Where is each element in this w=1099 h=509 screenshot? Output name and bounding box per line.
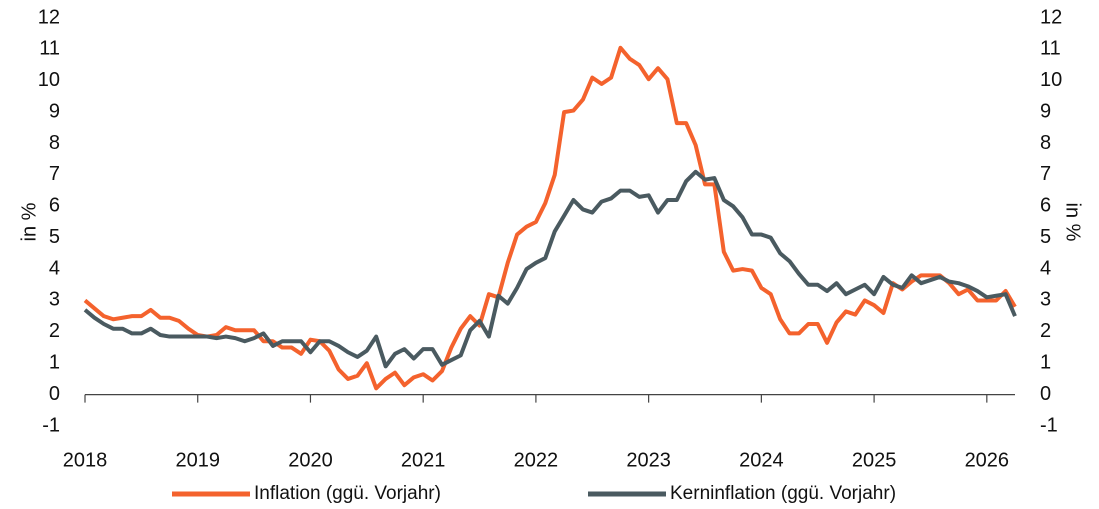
y2-axis-label: in % bbox=[1062, 203, 1084, 242]
y2-tick-label: 4 bbox=[1040, 257, 1051, 279]
y-tick-label: 8 bbox=[49, 132, 60, 154]
x-tick-label: 2019 bbox=[175, 449, 220, 471]
y-tick-label: 4 bbox=[49, 257, 60, 279]
x-tick-label: 2022 bbox=[514, 449, 559, 471]
y-tick-label: 10 bbox=[38, 69, 60, 91]
x-tick-label: 2021 bbox=[401, 449, 446, 471]
y2-tick-label: 5 bbox=[1040, 226, 1051, 248]
x-tick-label: 2025 bbox=[852, 449, 897, 471]
y2-tick-label: -1 bbox=[1040, 414, 1058, 436]
y2-tick-label: 10 bbox=[1040, 69, 1062, 91]
y2-tick-label: 6 bbox=[1040, 195, 1051, 217]
y-tick-label: 1 bbox=[49, 352, 60, 374]
y2-tick-label: 0 bbox=[1040, 383, 1051, 405]
y-tick-label: 11 bbox=[39, 38, 60, 60]
series-line bbox=[83, 169, 1017, 369]
x-tick-label: 2020 bbox=[288, 449, 333, 471]
x-tick-label: 2024 bbox=[739, 449, 784, 471]
y-axis-label: in % bbox=[18, 202, 40, 241]
series-line bbox=[83, 45, 1017, 391]
x-tick-label: 2023 bbox=[626, 449, 671, 471]
y-tick-label: 7 bbox=[49, 163, 60, 185]
x-tick-label: 2018 bbox=[63, 449, 108, 471]
y2-tick-label: 12 bbox=[1040, 6, 1062, 28]
legend-label: Kerninflation (ggü. Vorjahr) bbox=[670, 483, 896, 504]
y-tick-label: 5 bbox=[49, 226, 60, 248]
y2-tick-label: 8 bbox=[1040, 132, 1051, 154]
x-tick-label: 2026 bbox=[965, 449, 1010, 471]
y-tick-label: 0 bbox=[49, 383, 60, 405]
y-tick-label: 6 bbox=[49, 195, 60, 217]
y2-tick-label: 11 bbox=[1040, 38, 1061, 60]
y2-tick-label: 2 bbox=[1040, 320, 1051, 342]
y2-tick-label: 1 bbox=[1040, 352, 1051, 374]
y-tick-label: 9 bbox=[49, 100, 60, 122]
y-tick-label: -1 bbox=[42, 414, 60, 436]
legend-label: Inflation (ggü. Vorjahr) bbox=[254, 483, 441, 504]
y-tick-label: 12 bbox=[38, 6, 60, 28]
y2-tick-label: 9 bbox=[1040, 100, 1051, 122]
y2-tick-label: 7 bbox=[1040, 163, 1051, 185]
y-tick-label: 3 bbox=[49, 289, 60, 311]
y2-tick-label: 3 bbox=[1040, 289, 1051, 311]
y-tick-label: 2 bbox=[49, 320, 60, 342]
